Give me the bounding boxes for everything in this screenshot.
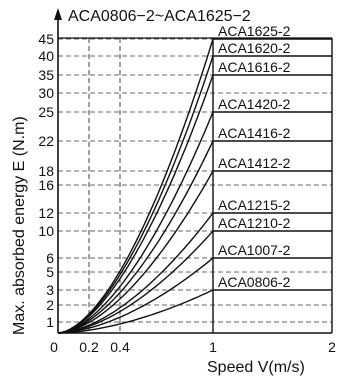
y-tick-label: 6	[46, 250, 54, 266]
series-label: ACA1007-2	[218, 242, 291, 258]
series-label: ACA1616-2	[218, 59, 291, 75]
series-label: ACA1210-2	[218, 215, 291, 231]
y-axis-label: Max. absorbed energy E (N.m)	[11, 116, 28, 335]
series-curve	[57, 230, 332, 334]
series-label: ACA1416-2	[218, 125, 291, 141]
series-curves	[57, 38, 332, 334]
chart-title: ACA0806−2~ACA1625−2	[68, 8, 251, 25]
series-curve	[57, 289, 332, 334]
series-label: ACA0806-2	[218, 274, 291, 290]
x-tick-label: 0.2	[79, 339, 99, 355]
y-tick-label: 45	[38, 31, 54, 47]
y-tick-label: 10	[38, 223, 54, 239]
series-curve	[57, 257, 332, 334]
x-tick-label: 2	[328, 339, 336, 355]
series-label: ACA1412-2	[218, 155, 291, 171]
series-labels: ACA0806-2 ACA1007-2 ACA1210-2 ACA1215-2 ACA1…	[218, 23, 291, 290]
series-curve	[57, 140, 332, 334]
y-tick-label: 16	[38, 177, 54, 193]
x-tick-label: 1	[209, 339, 217, 355]
axes	[54, 8, 332, 334]
y-tick-label: 12	[38, 205, 54, 221]
x-tick-label: 0	[50, 339, 58, 355]
series-label: ACA1215-2	[218, 197, 291, 213]
y-tick-label: 25	[38, 104, 54, 120]
y-tick-label: 3	[46, 282, 54, 298]
series-curve	[57, 38, 332, 334]
y-tick-label: 5	[46, 264, 54, 280]
y-tick-label: 18	[38, 163, 54, 179]
series-curve	[57, 111, 332, 334]
y-axis-arrow	[54, 8, 62, 20]
series-curve	[57, 74, 332, 334]
y-tick-label: 1	[46, 314, 54, 330]
series-label: ACA1625-2	[218, 23, 291, 39]
x-axis-label: Speed V(m/s)	[207, 359, 305, 376]
series-label: ACA1620-2	[218, 40, 291, 56]
series-curve	[57, 55, 332, 334]
y-tick-label: 40	[38, 48, 54, 64]
y-tick-label: 30	[38, 85, 54, 101]
x-tick-label: 0.4	[110, 339, 130, 355]
y-tick-label: 22	[38, 133, 54, 149]
series-label: ACA1420-2	[218, 96, 291, 112]
grid-lines	[58, 38, 333, 333]
y-tick-label: 35	[38, 67, 54, 83]
y-tick-label: 2	[46, 297, 54, 313]
series-curve	[57, 212, 332, 334]
series-curve	[57, 170, 332, 334]
